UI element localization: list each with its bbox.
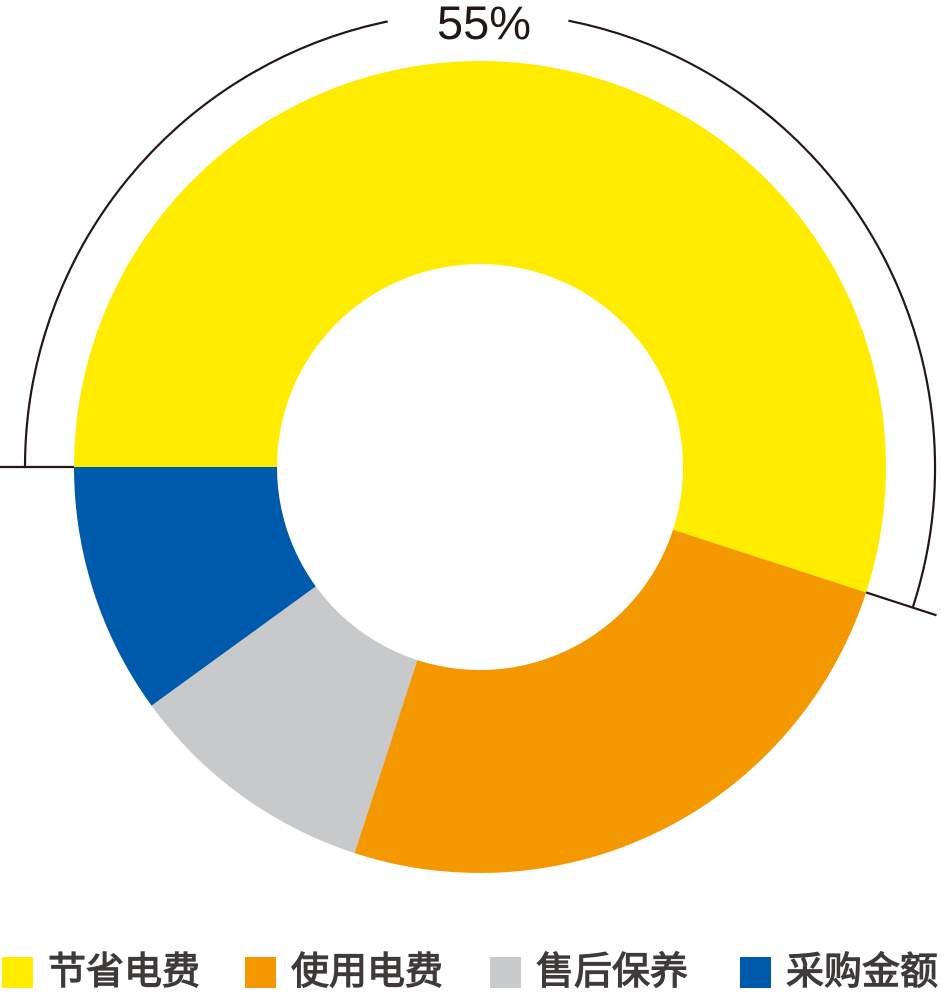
legend-item: 节省电费 — [2, 950, 200, 994]
legend-label: 节省电费 — [48, 951, 201, 993]
legend-swatch-gray — [490, 956, 521, 988]
legend-item: 采购金额 — [740, 950, 938, 994]
legend-swatch-orange — [245, 956, 276, 988]
bracket-arc-right — [568, 19, 937, 608]
donut-slice-0 — [74, 60, 887, 593]
donut-slice-1 — [354, 529, 867, 873]
legend-item: 使用电费 — [245, 950, 443, 994]
legend-swatch-blue — [740, 956, 771, 988]
legend-item: 售后保养 — [490, 950, 688, 994]
legend-label: 采购金额 — [786, 951, 939, 993]
percent-label: 55% — [437, 0, 531, 49]
donut-slice-2 — [151, 586, 418, 854]
legend-label: 售后保养 — [536, 951, 689, 993]
donut-slice-3 — [74, 467, 316, 706]
donut-chart: 55% — [0, 0, 937, 873]
bracket-tick-right — [865, 591, 937, 617]
legend: 节省电费 使用电费 售后保养 采购金额 — [0, 950, 941, 994]
legend-label: 使用电费 — [291, 951, 444, 993]
bracket-arc-left — [23, 20, 388, 468]
legend-swatch-yellow — [2, 956, 33, 988]
